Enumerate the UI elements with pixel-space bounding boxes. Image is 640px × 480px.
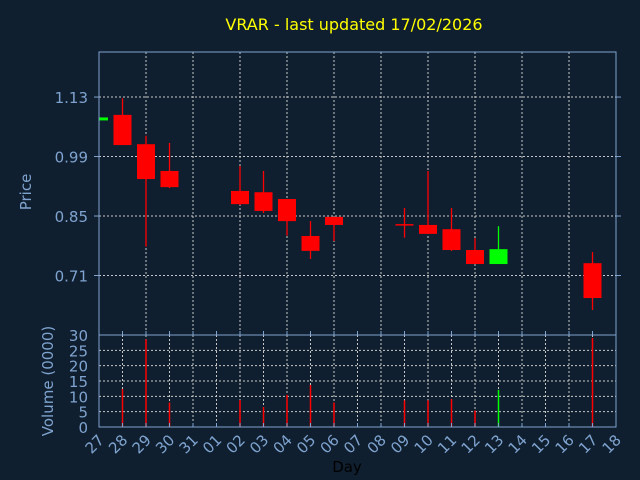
x-tick-label: 03 bbox=[246, 431, 272, 457]
x-tick-label: 09 bbox=[387, 431, 413, 457]
candle-body bbox=[254, 192, 273, 211]
candle-body bbox=[489, 249, 508, 265]
candle-body bbox=[442, 229, 461, 251]
volume-tick-label: 0 bbox=[78, 419, 88, 437]
candle-body bbox=[466, 250, 484, 265]
x-tick-label: 08 bbox=[364, 431, 390, 457]
candle-body bbox=[301, 235, 320, 251]
gridlines bbox=[99, 52, 616, 427]
candle-body bbox=[231, 190, 249, 205]
x-tick-label: 16 bbox=[552, 431, 578, 457]
candle-body bbox=[419, 224, 437, 234]
x-tick-label: 10 bbox=[411, 431, 437, 457]
x-tick-label: 04 bbox=[270, 431, 296, 457]
x-tick-label: 13 bbox=[481, 431, 507, 457]
volume-tick-label: 25 bbox=[69, 342, 88, 360]
candle-body bbox=[99, 117, 108, 121]
x-tick-label: 01 bbox=[199, 431, 225, 457]
volume-tick-label: 20 bbox=[69, 358, 88, 376]
x-tick-label: 02 bbox=[223, 431, 249, 457]
price-panel-frame bbox=[98, 51, 617, 336]
candle-body bbox=[113, 114, 132, 146]
candles bbox=[99, 98, 602, 310]
price-tick-label: 1.13 bbox=[55, 89, 88, 107]
volume-tick-label: 10 bbox=[69, 388, 88, 406]
x-tick-label: 29 bbox=[129, 431, 155, 457]
x-tick-label: 15 bbox=[528, 431, 554, 457]
x-tick-label: 07 bbox=[340, 431, 366, 457]
candle-body bbox=[583, 263, 602, 299]
price-tick-label: 0.85 bbox=[55, 208, 88, 226]
x-tick-label: 05 bbox=[293, 431, 319, 457]
chart-title: VRAR - last updated 17/02/2026 bbox=[225, 15, 482, 34]
y-axis-label: Price bbox=[17, 174, 35, 211]
volume-tick-label: 15 bbox=[69, 373, 88, 391]
x-tick-label: 30 bbox=[152, 431, 178, 457]
x-tick-label: 28 bbox=[105, 431, 131, 457]
x-tick-label: 14 bbox=[505, 431, 531, 457]
x-tick-label: 06 bbox=[317, 431, 343, 457]
volume-bars bbox=[121, 338, 594, 427]
volume-panel-frame bbox=[98, 334, 617, 428]
x-tick-label: 31 bbox=[176, 431, 202, 457]
candle-body bbox=[395, 224, 414, 226]
price-tick-label: 0.71 bbox=[55, 268, 88, 286]
x-tick-label: 18 bbox=[599, 431, 625, 457]
volume-tick-label: 30 bbox=[69, 327, 88, 345]
volume-tick-label: 5 bbox=[78, 404, 88, 422]
candle-body bbox=[137, 144, 155, 180]
x-axis-label: Day bbox=[332, 458, 362, 476]
candle-body bbox=[278, 199, 296, 222]
volume-axis-label: Volume (0000) bbox=[39, 326, 57, 436]
x-tick-label: 17 bbox=[575, 431, 601, 457]
candle-body bbox=[325, 216, 343, 225]
x-tick-label: 12 bbox=[458, 431, 484, 457]
x-tick-label: 11 bbox=[434, 431, 460, 457]
candle-body bbox=[160, 170, 179, 188]
price-tick-label: 0.99 bbox=[55, 149, 88, 167]
